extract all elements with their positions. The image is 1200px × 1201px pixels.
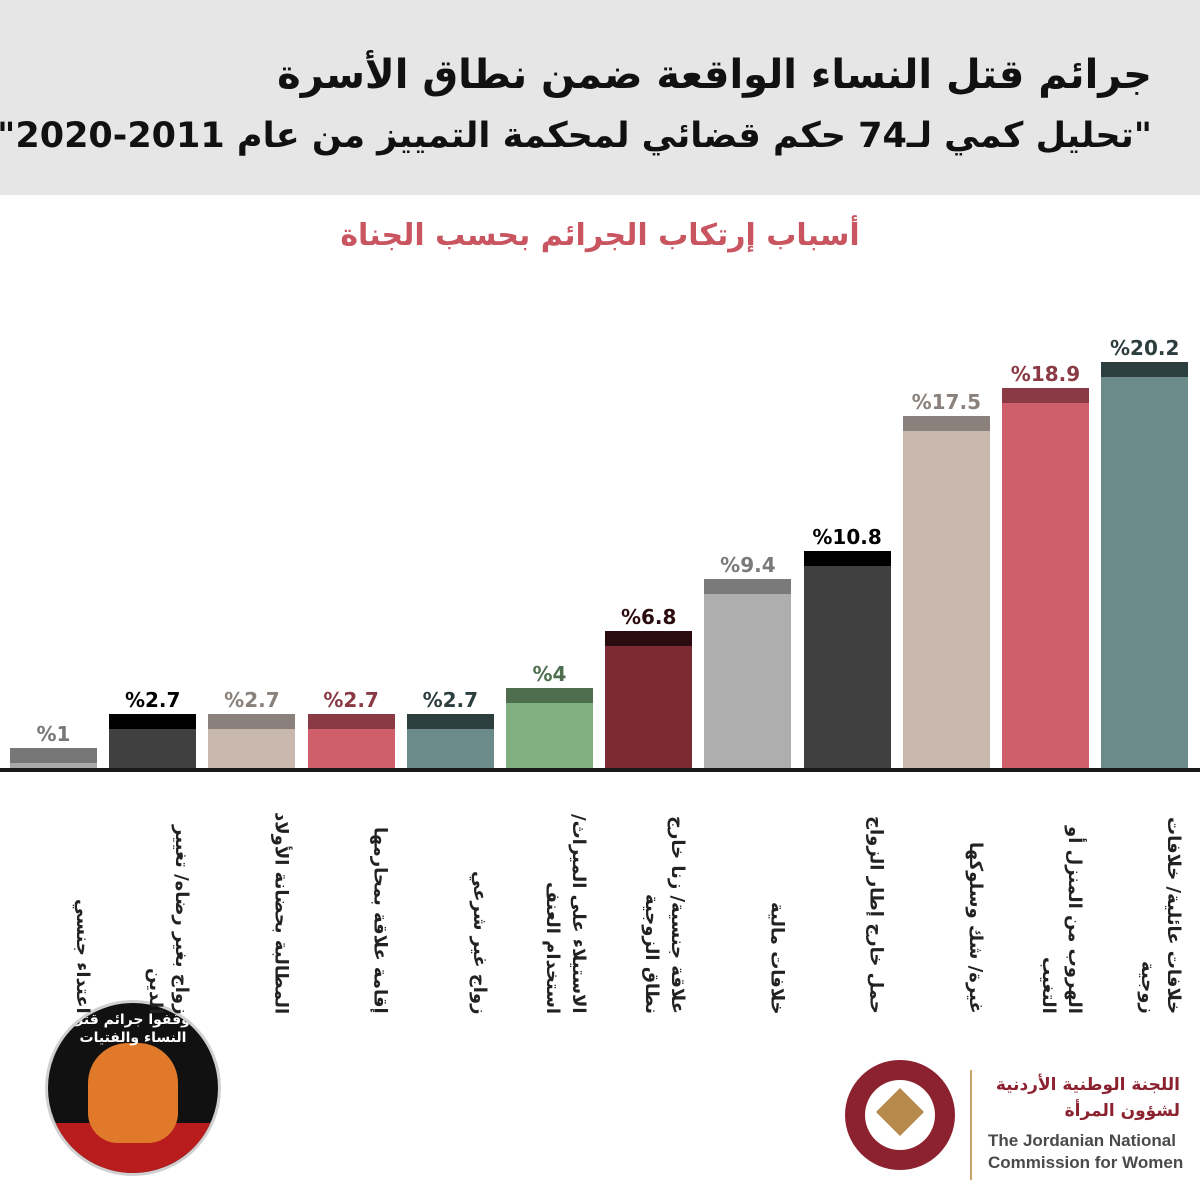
org-name-arabic: اللجنة الوطنية الأردنية لشؤون المرأة [995, 1075, 1180, 1121]
bar-cap [1101, 362, 1189, 377]
category-label: خلافات مالية [766, 901, 788, 1014]
category-label: علاقة جنسية/ زنا خارج نطاق الزوجية [641, 816, 689, 1014]
bar [1002, 388, 1089, 768]
category-label: حمل خارج إطار الزواج [865, 816, 887, 1014]
baseline [0, 768, 1200, 772]
value-label: %9.4 [720, 553, 776, 578]
logo-shape [88, 1043, 178, 1143]
value-label: %4 [532, 661, 567, 686]
bar [406, 713, 494, 768]
value-label: %2.7 [124, 687, 181, 712]
bar [506, 687, 593, 768]
bar [109, 713, 197, 768]
divider [970, 1070, 972, 1180]
bar-cap [803, 550, 891, 566]
bar-cap [208, 713, 296, 729]
value-label: %1 [36, 721, 71, 746]
chart-title: أسباب إرتكاب الجرائم بحسب الجناة [340, 218, 860, 253]
value-label: %18.9 [1010, 362, 1081, 387]
category-label: الاستيلاء على الميراث/ استخدام العنف [542, 814, 589, 1014]
bar-cap [109, 713, 197, 729]
org-seal [845, 1060, 955, 1170]
bar-cap [704, 579, 792, 595]
value-label: %2.7 [224, 687, 280, 712]
bar [307, 713, 395, 768]
bar [704, 579, 792, 768]
value-label: %17.5 [911, 390, 981, 415]
bar-cap [307, 713, 395, 729]
bar-cap [10, 747, 97, 763]
org-name-line: The Jordanian National [988, 1131, 1176, 1150]
value-label: %10.8 [812, 524, 882, 549]
bar-cap [406, 713, 494, 729]
title: جرائم قتل النساء الواقعة ضمن نطاق الأسرة [277, 52, 1152, 98]
campaign-logo: أوقفوا جرائم قتل النساء والفتيات [45, 1000, 221, 1176]
subtitle: "تحليل كمي لـ74 حكم قضائي لمحكمة التمييز… [0, 116, 1152, 156]
category-label: اعتداء جنسي [72, 899, 93, 1014]
bar-cap [902, 416, 990, 432]
org-name-line: Commission for Women [988, 1153, 1184, 1172]
category-label: الهروب من المنزل أو التغيب [1038, 826, 1085, 1014]
category-label: المطالبة بحضانة الأولاد [270, 811, 292, 1014]
header: جرائم قتل النساء الواقعة ضمن نطاق الأسرة… [0, 0, 1200, 195]
category-label: خلافات عائلية/ خلافات زوجية [1137, 816, 1185, 1014]
org-name-english: The Jordanian National Commission for Wo… [988, 1130, 1183, 1174]
category-label: غيرة/ شك وسلوكها [964, 842, 986, 1014]
bar-cap [1002, 388, 1089, 404]
bar [1101, 362, 1189, 768]
campaign-text: أوقفوا جرائم قتل النساء والفتيات [71, 1012, 195, 1046]
bar-cap [605, 631, 693, 647]
category-label: إقامة علاقة بمحارمها [369, 827, 391, 1014]
bar [10, 747, 97, 768]
value-label: %20.2 [1109, 336, 1180, 360]
category-label: زواج غير شرعي [468, 870, 490, 1014]
category-label: زواج بغير رضاه/ تغيير الدين [145, 824, 193, 1014]
bar [605, 631, 693, 768]
bar [208, 713, 296, 768]
bar [803, 550, 891, 768]
value-label: %2.7 [422, 687, 479, 712]
value-label: %2.7 [323, 687, 379, 712]
bar [902, 416, 990, 768]
value-label: %6.8 [620, 605, 677, 630]
bar-cap [506, 687, 593, 703]
